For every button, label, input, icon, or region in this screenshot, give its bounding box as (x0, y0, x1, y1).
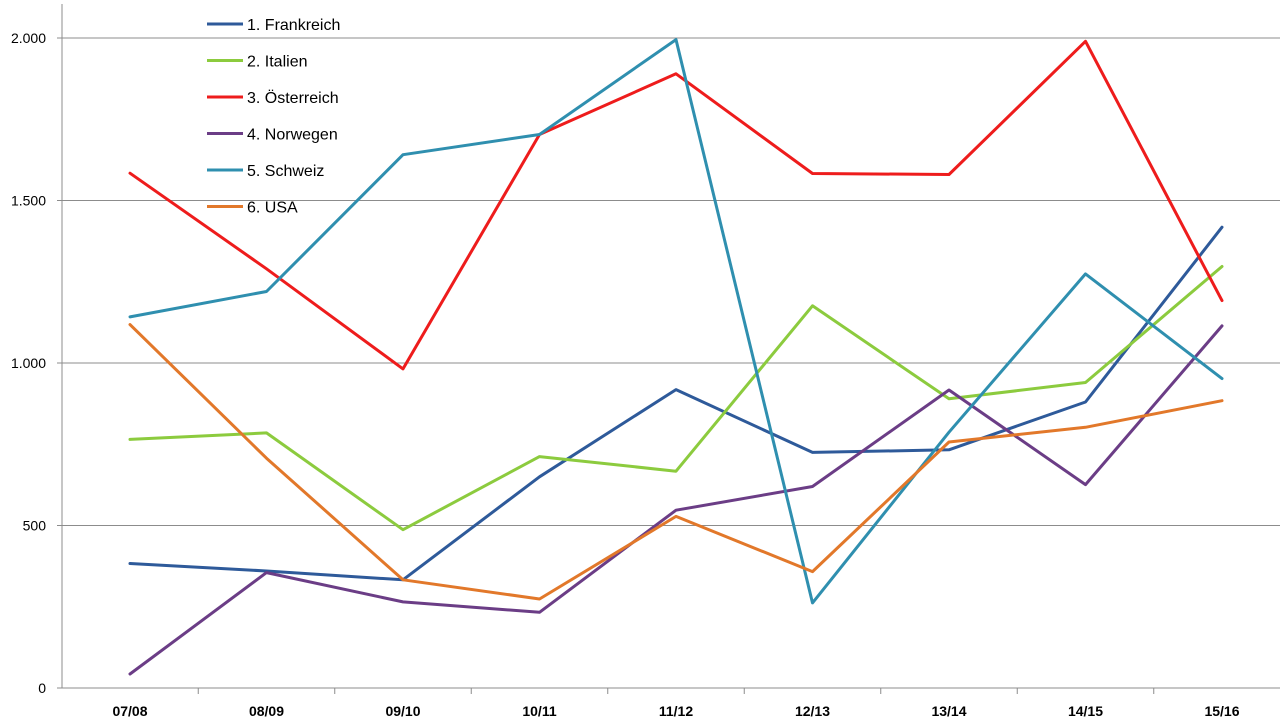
legend: 1. Frankreich 2. Italien 3. Österreich 4. N… (207, 17, 340, 217)
series-line-1 (128, 225, 1224, 582)
legend-label: 2. Italien (247, 54, 307, 71)
legend-label: 6. USA (247, 200, 298, 217)
series-line-5 (128, 38, 1224, 605)
x-tick-label: 15/16 (1204, 703, 1239, 719)
series-line-4 (128, 324, 1224, 676)
legend-label: 3. Österreich (247, 89, 339, 107)
x-tick-label: 14/15 (1068, 703, 1103, 719)
y-tick-label: 2.000 (11, 30, 46, 46)
y-tick-label: 0 (38, 680, 46, 696)
series-line-2 (128, 265, 1224, 532)
legend-label: 4. Norwegen (247, 127, 338, 144)
axes: 0 500 1.000 1.500 2.000 07/08 08/09 09/10 10/11 1… (11, 4, 1280, 719)
x-tick-label: 08/09 (249, 703, 284, 719)
y-tick-label: 1.000 (11, 355, 46, 371)
x-tick-label: 09/10 (385, 703, 420, 719)
x-tick-label: 13/14 (931, 703, 966, 719)
series-lines (128, 38, 1224, 676)
x-tick-label: 07/08 (112, 703, 147, 719)
y-tick-label: 1.500 (11, 193, 46, 209)
legend-label: 1. Frankreich (247, 17, 340, 34)
y-tick-label: 500 (23, 518, 47, 534)
x-tick-label: 11/12 (659, 703, 693, 719)
x-tick-label: 10/11 (522, 703, 556, 719)
gridlines (62, 37, 1280, 526)
legend-label: 5. Schweiz (247, 163, 324, 180)
series-line-6 (128, 323, 1224, 601)
series-line-3 (128, 39, 1224, 371)
x-tick-label: 12/13 (795, 703, 830, 719)
